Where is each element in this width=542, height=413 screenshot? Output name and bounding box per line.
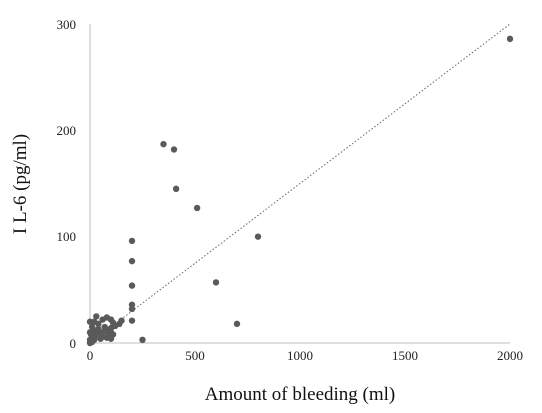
data-point — [116, 320, 123, 328]
data-point — [160, 140, 167, 148]
data-point — [170, 146, 178, 153]
x-tick-label: 1000 — [287, 348, 313, 363]
x-tick-label: 1500 — [392, 348, 418, 363]
x-tick-label: 2000 — [497, 348, 523, 363]
y-tick-label: 100 — [57, 229, 77, 244]
data-point — [128, 237, 136, 245]
y-tick-label: 300 — [57, 17, 77, 32]
data-point — [128, 305, 136, 313]
y-axis-title: I L-6 (pg/ml) — [10, 134, 31, 234]
x-tick-labels: 0 500 1000 1500 2000 — [87, 348, 523, 363]
data-point — [172, 185, 180, 193]
data-point — [128, 257, 136, 265]
data-point — [128, 317, 136, 324]
data-point — [101, 323, 108, 331]
data-point — [233, 320, 241, 328]
data-point — [506, 35, 514, 43]
x-tick-label: 0 — [87, 348, 94, 363]
data-point — [95, 320, 102, 328]
data-point — [193, 204, 201, 212]
data-point — [93, 313, 100, 320]
y-tick-label: 0 — [70, 336, 77, 351]
data-point — [93, 332, 100, 339]
data-points — [86, 35, 514, 347]
y-tick-labels: 0 100 200 300 — [57, 17, 77, 351]
data-point — [107, 329, 115, 336]
y-tick-label: 200 — [57, 123, 77, 138]
data-point — [99, 333, 106, 340]
data-point — [88, 338, 96, 346]
trendline — [89, 23, 511, 344]
data-point — [254, 233, 262, 240]
data-point — [212, 279, 220, 286]
x-axis-title: Amount of bleeding (ml) — [205, 384, 396, 405]
data-point — [86, 329, 94, 336]
data-point — [139, 336, 146, 344]
x-tick-label: 500 — [185, 348, 205, 363]
data-point — [128, 282, 136, 289]
